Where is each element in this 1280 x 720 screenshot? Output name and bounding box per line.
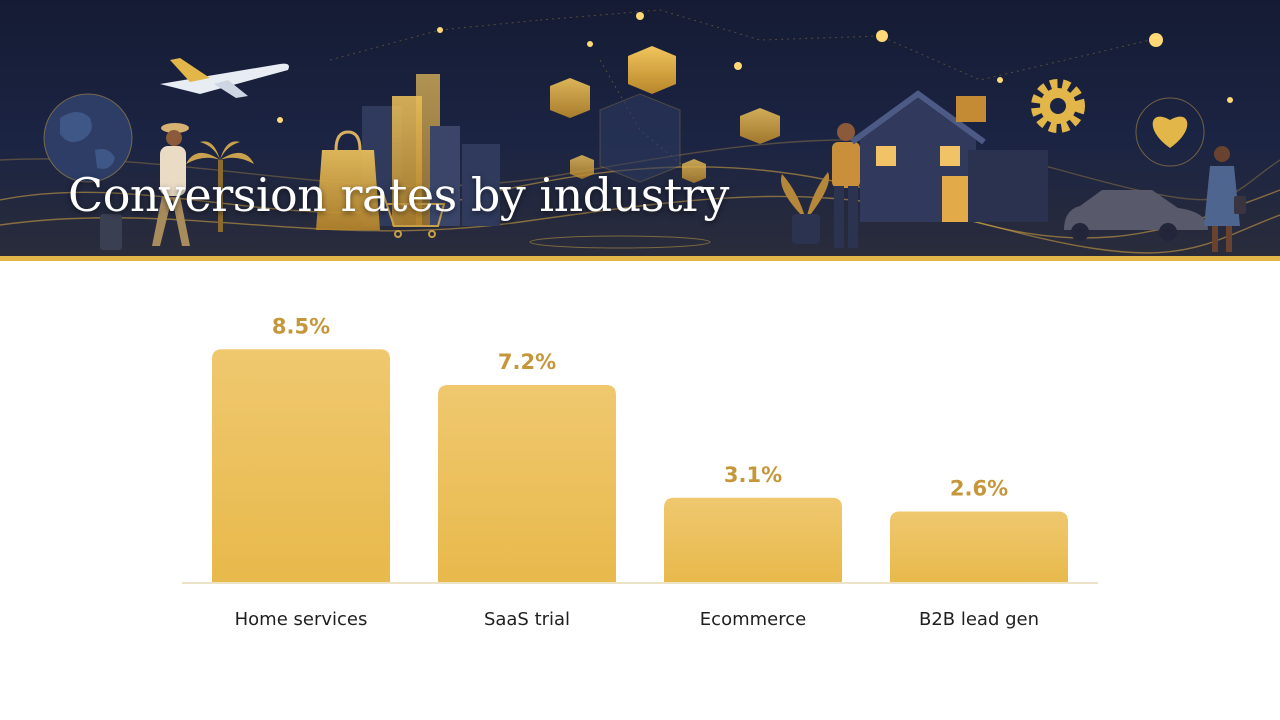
shopping-bag-icon: [316, 130, 380, 230]
shopping-cart-icon: [372, 195, 446, 238]
bar-ecommerce: [664, 497, 842, 583]
heart-icon: [1135, 97, 1205, 167]
category-label: B2B lead gen: [919, 609, 1039, 630]
car-icon: [1064, 190, 1208, 241]
globe-icon: [43, 93, 133, 183]
person-icon: [832, 123, 860, 248]
hero-illustration: [0, 9, 1280, 254]
bar-b2b-lead-gen: [890, 511, 1068, 583]
value-label: 3.1%: [724, 463, 782, 487]
value-label: 2.6%: [950, 477, 1008, 501]
category-label: Home services: [235, 609, 368, 630]
house-icon: [850, 90, 1048, 222]
value-label: 7.2%: [498, 350, 556, 374]
value-label: 8.5%: [272, 314, 330, 338]
bar-chart: 8.5% 7.2% 3.1% 2.6% Home services SaaS trial…: [182, 314, 1098, 630]
gear-icon: [1031, 79, 1085, 133]
cube-network-icon: [550, 46, 780, 183]
bar-home-services: [212, 349, 390, 583]
airplane-icon: [160, 58, 289, 98]
woman-icon: [1204, 146, 1246, 252]
bar-saas-trial: [438, 385, 616, 583]
category-label: Ecommerce: [700, 609, 806, 630]
category-label: SaaS trial: [484, 609, 570, 630]
hero-banner: Conversion rates by industry: [0, 0, 1280, 256]
palm-tree-icon: [186, 141, 254, 232]
traveler-icon: [100, 123, 190, 250]
accent-rule: [0, 256, 1280, 261]
page-title: Conversion rates by industry: [68, 168, 729, 222]
